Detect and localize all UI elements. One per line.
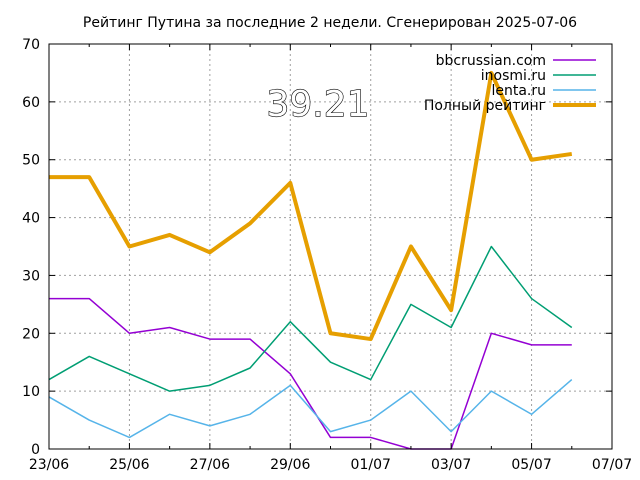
x-tick-label: 23/06	[29, 457, 69, 473]
x-tick-label: 07/07	[592, 457, 632, 473]
series-line-3	[49, 70, 573, 342]
overlay-value-label: 39.21	[266, 84, 369, 125]
x-tick-label: 27/06	[190, 457, 230, 473]
legend-label: bbcrussian.com	[436, 53, 546, 69]
axes: 0 10 20 30 40 50 60 70 23/06 25/06 27/06 29/06 01/07…	[22, 37, 632, 473]
x-tick-label: 03/07	[431, 457, 471, 473]
x-tick-label: 25/06	[109, 457, 149, 473]
series-lines	[48, 70, 573, 450]
legend-label: Полный рейтинг	[424, 98, 546, 114]
x-tick-label: 01/07	[351, 457, 391, 473]
series-line-1	[48, 245, 573, 392]
y-tick-label: 50	[22, 153, 40, 169]
series-line-2	[48, 379, 573, 439]
legend-label: lenta.ru	[491, 83, 546, 99]
y-tick-label: 0	[31, 442, 40, 458]
y-tick-label: 60	[22, 95, 40, 111]
series-line-0	[49, 297, 572, 450]
y-tick-label: 10	[22, 384, 40, 400]
y-tick-label: 40	[22, 211, 40, 227]
legend-label: inosmi.ru	[481, 68, 546, 84]
plot-frame	[48, 43, 613, 450]
chart-title: Рейтинг Путина за последние 2 недели. Сг…	[83, 15, 577, 31]
y-tick-label: 20	[22, 326, 40, 342]
x-tick-label: 05/07	[511, 457, 551, 473]
y-tick-label: 30	[22, 268, 40, 284]
y-tick-label: 70	[22, 37, 40, 53]
x-tick-label: 29/06	[270, 457, 310, 473]
